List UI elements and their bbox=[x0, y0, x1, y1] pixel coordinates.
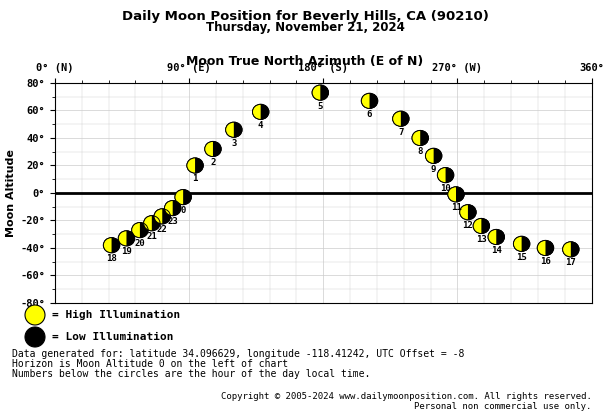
Text: 6: 6 bbox=[367, 110, 372, 119]
Text: 16: 16 bbox=[540, 257, 551, 266]
Text: Horizon is Moon Altitude 0 on the left of chart: Horizon is Moon Altitude 0 on the left o… bbox=[12, 359, 289, 369]
Text: 10: 10 bbox=[440, 184, 451, 193]
Wedge shape bbox=[412, 130, 420, 146]
Wedge shape bbox=[361, 93, 370, 108]
Wedge shape bbox=[143, 216, 152, 231]
Wedge shape bbox=[448, 187, 456, 202]
Text: 13: 13 bbox=[476, 235, 487, 244]
Text: Thursday, November 21, 2024: Thursday, November 21, 2024 bbox=[206, 21, 404, 34]
Text: 5: 5 bbox=[318, 102, 323, 110]
Text: 11: 11 bbox=[451, 203, 461, 212]
Text: 8: 8 bbox=[417, 147, 423, 156]
Text: 22: 22 bbox=[157, 225, 168, 234]
Circle shape bbox=[312, 85, 329, 100]
Text: 18: 18 bbox=[106, 254, 117, 263]
Wedge shape bbox=[103, 238, 112, 253]
Circle shape bbox=[118, 231, 135, 246]
Wedge shape bbox=[460, 205, 468, 220]
Circle shape bbox=[393, 111, 409, 126]
Wedge shape bbox=[175, 190, 183, 205]
Text: 2: 2 bbox=[210, 158, 216, 167]
Circle shape bbox=[187, 158, 203, 173]
Text: 0: 0 bbox=[181, 206, 186, 215]
Circle shape bbox=[473, 218, 490, 234]
Circle shape bbox=[175, 190, 192, 205]
Wedge shape bbox=[132, 222, 140, 238]
Circle shape bbox=[514, 236, 530, 251]
Circle shape bbox=[103, 238, 120, 253]
Text: = Low Illumination: = Low Illumination bbox=[52, 332, 173, 342]
Text: 17: 17 bbox=[565, 258, 576, 267]
Circle shape bbox=[562, 242, 579, 257]
Circle shape bbox=[154, 209, 170, 224]
Circle shape bbox=[132, 222, 148, 238]
Text: = High Illumination: = High Illumination bbox=[52, 310, 180, 320]
Wedge shape bbox=[537, 240, 545, 256]
Text: Data generated for: latitude 34.096629, longitude -118.41242, UTC Offset = -8: Data generated for: latitude 34.096629, … bbox=[12, 349, 465, 359]
Circle shape bbox=[143, 216, 160, 231]
Wedge shape bbox=[253, 104, 260, 120]
Circle shape bbox=[25, 305, 45, 325]
Wedge shape bbox=[154, 209, 162, 224]
Text: Daily Moon Position for Beverly Hills, CA (90210): Daily Moon Position for Beverly Hills, C… bbox=[121, 10, 489, 23]
Text: 12: 12 bbox=[462, 221, 473, 230]
Text: 4: 4 bbox=[258, 121, 264, 130]
Circle shape bbox=[448, 187, 464, 202]
Text: Personal non commercial use only.: Personal non commercial use only. bbox=[414, 402, 592, 411]
Wedge shape bbox=[312, 85, 320, 100]
Text: Moon True North Azimuth (E of N): Moon True North Azimuth (E of N) bbox=[187, 56, 423, 68]
Wedge shape bbox=[425, 148, 434, 164]
Text: 9: 9 bbox=[431, 165, 436, 174]
Circle shape bbox=[226, 122, 242, 137]
Text: Copyright © 2005-2024 www.dailymoonposition.com. All rights reserved.: Copyright © 2005-2024 www.dailymoonposit… bbox=[221, 392, 592, 401]
Text: 21: 21 bbox=[146, 232, 157, 241]
Text: 14: 14 bbox=[491, 246, 501, 255]
Text: 1: 1 bbox=[192, 174, 198, 183]
Wedge shape bbox=[165, 200, 173, 216]
Wedge shape bbox=[393, 111, 401, 126]
Circle shape bbox=[425, 148, 442, 164]
Wedge shape bbox=[562, 242, 571, 257]
Circle shape bbox=[412, 130, 428, 146]
Text: 7: 7 bbox=[398, 128, 404, 137]
Circle shape bbox=[205, 142, 221, 156]
Circle shape bbox=[253, 104, 269, 120]
Wedge shape bbox=[437, 168, 445, 183]
Wedge shape bbox=[226, 122, 234, 137]
Text: 3: 3 bbox=[231, 139, 237, 148]
Wedge shape bbox=[118, 231, 126, 246]
Wedge shape bbox=[488, 229, 497, 244]
Wedge shape bbox=[473, 218, 481, 234]
Circle shape bbox=[488, 229, 504, 244]
Wedge shape bbox=[187, 158, 195, 173]
Circle shape bbox=[25, 327, 45, 347]
Text: Numbers below the circles are the hour of the day local time.: Numbers below the circles are the hour o… bbox=[12, 369, 370, 378]
Wedge shape bbox=[205, 142, 213, 156]
Wedge shape bbox=[514, 236, 522, 251]
Circle shape bbox=[537, 240, 554, 256]
Text: 20: 20 bbox=[135, 239, 145, 248]
Text: 15: 15 bbox=[516, 253, 527, 262]
Text: 23: 23 bbox=[167, 217, 178, 226]
Text: 19: 19 bbox=[121, 247, 132, 256]
Circle shape bbox=[361, 93, 378, 108]
Y-axis label: Moon Altitude: Moon Altitude bbox=[6, 149, 16, 237]
Circle shape bbox=[165, 200, 181, 216]
Circle shape bbox=[460, 205, 476, 220]
Circle shape bbox=[437, 168, 454, 183]
